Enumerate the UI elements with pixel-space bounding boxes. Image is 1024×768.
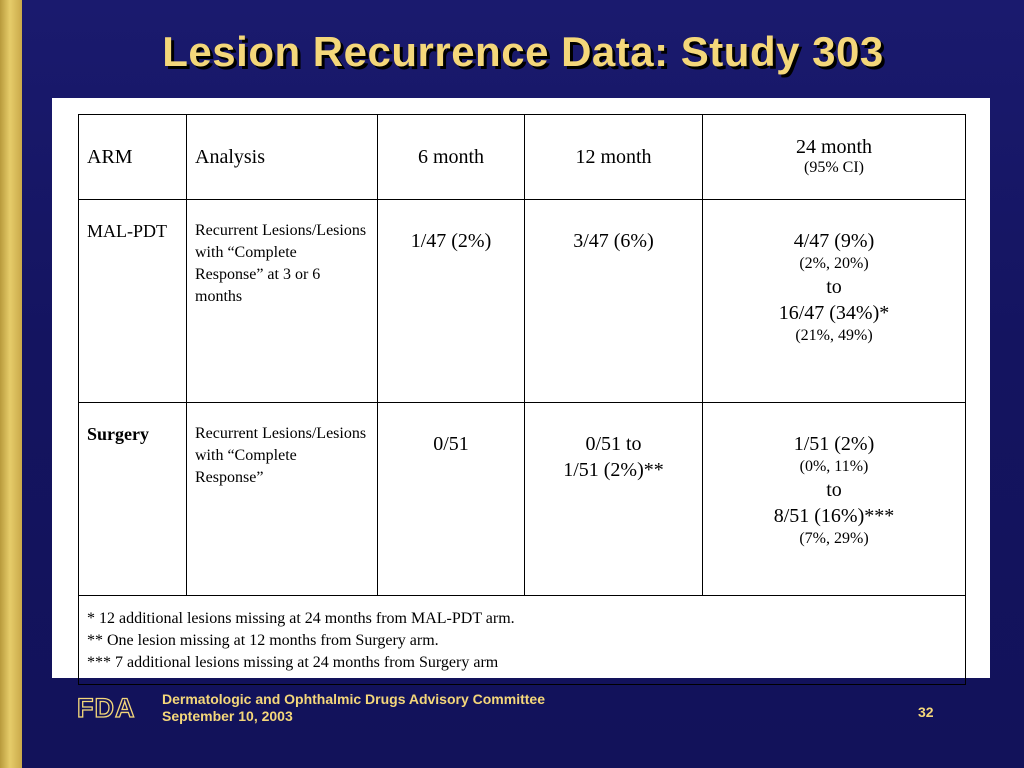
value-24-month: 4/47 (9%) (2%, 20%) to 16/47 (34%)* (21%… — [702, 199, 966, 403]
fda-logo-text: FDA — [77, 693, 136, 722]
committee-name: Dermatologic and Ophthalmic Drugs Adviso… — [162, 691, 545, 707]
value-24-upper: 8/51 (16%)*** — [773, 505, 895, 527]
fda-logo: FDA — [76, 692, 136, 722]
value-12-month: 3/47 (6%) — [524, 199, 703, 403]
table-row-surgery: Surgery Recurrent Lesions/Lesions with “… — [78, 402, 966, 596]
value-24-upper: 16/47 (34%)* — [778, 302, 890, 324]
arm-cell: Surgery — [78, 402, 187, 596]
analysis-cell: Recurrent Lesions/Lesions with “Complete… — [186, 199, 378, 403]
header-arm: ARM — [78, 114, 187, 200]
committee-info: Dermatologic and Ophthalmic Drugs Adviso… — [162, 691, 545, 725]
value-12-lower: 0/51 to — [585, 433, 642, 455]
header-24-month-note: (95% CI) — [804, 159, 864, 176]
slide-footer: FDA Dermatologic and Ophthalmic Drugs Ad… — [0, 688, 1024, 738]
accent-bar — [0, 0, 22, 768]
value-6-month: 1/47 (2%) — [377, 199, 525, 403]
arm-cell: MAL-PDT — [78, 199, 187, 403]
header-row: ARM Analysis 6 month 12 month 24 month (… — [78, 114, 966, 200]
footnote: ** One lesion missing at 12 months from … — [87, 632, 439, 649]
value-24-lower: 1/51 (2%) — [793, 433, 875, 455]
value-24-lower-ci: (2%, 20%) — [799, 255, 869, 272]
value-6-month: 0/51 — [377, 402, 525, 596]
value-12-upper: 1/51 (2%)** — [563, 459, 664, 481]
value-12-month: 0/51 to 1/51 (2%)** — [524, 402, 703, 596]
header-12-month: 12 month — [524, 114, 703, 200]
page-number: 32 — [918, 704, 934, 720]
footnote-row: * 12 additional lesions missing at 24 mo… — [78, 595, 966, 685]
value-24-upper-ci: (21%, 49%) — [795, 327, 873, 344]
header-analysis: Analysis — [186, 114, 378, 200]
value-24-month: 1/51 (2%) (0%, 11%) to 8/51 (16%)*** (7%… — [702, 402, 966, 596]
slide-title: Lesion Recurrence Data: Study 303 — [162, 28, 884, 75]
value-24-upper-ci: (7%, 29%) — [799, 530, 869, 547]
footnote: * 12 additional lesions missing at 24 mo… — [87, 610, 515, 627]
header-24-month: 24 month (95% CI) — [702, 114, 966, 200]
value-24-lower-ci: (0%, 11%) — [799, 458, 869, 475]
footnotes: * 12 additional lesions missing at 24 mo… — [78, 595, 966, 685]
header-6-month: 6 month — [377, 114, 525, 200]
recurrence-table: ARM Analysis 6 month 12 month 24 month (… — [78, 114, 966, 685]
header-24-month-label: 24 month — [795, 136, 873, 158]
value-24-to: to — [826, 276, 842, 298]
meeting-date: September 10, 2003 — [162, 708, 293, 724]
table-panel: ARM Analysis 6 month 12 month 24 month (… — [52, 98, 990, 685]
table-row-mal-pdt: MAL-PDT Recurrent Lesions/Lesions with “… — [78, 199, 966, 403]
value-24-lower: 4/47 (9%) — [793, 230, 875, 252]
analysis-cell: Recurrent Lesions/Lesions with “Complete… — [186, 402, 378, 596]
value-24-to: to — [826, 479, 842, 501]
footnote: *** 7 additional lesions missing at 24 m… — [87, 654, 499, 671]
